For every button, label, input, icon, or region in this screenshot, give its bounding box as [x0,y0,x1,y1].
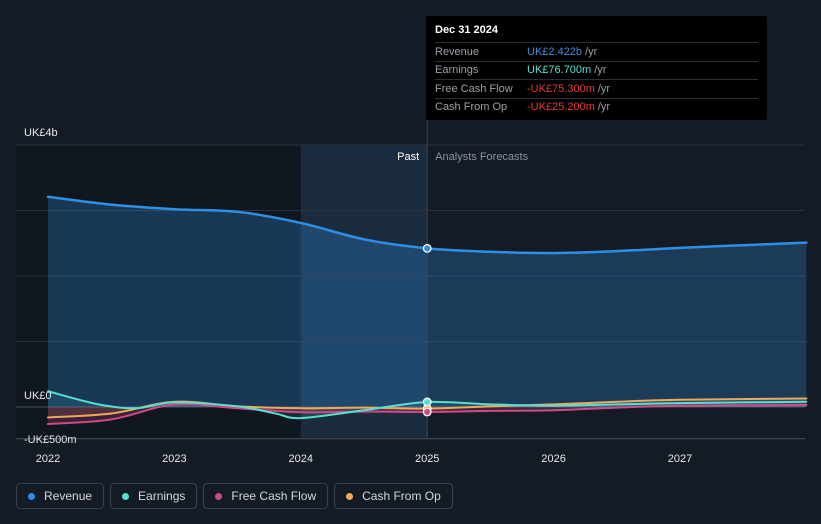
x-axis-labels: 2022 2023 2024 2025 2026 2027 [36,453,692,465]
tooltip-label: Earnings [435,64,479,77]
past-dark-region [16,145,301,438]
hover-markers [422,243,432,417]
tooltip-value: UK£2.422b [527,45,583,58]
legend-label: Revenue [44,489,93,503]
free-cash-flow-dot-icon [215,492,223,500]
tooltip-label: Revenue [435,45,480,58]
tooltip-value: -UK£75.300m [527,82,595,95]
earnings-line [47,390,808,420]
forecast-highlight-band [300,145,428,438]
y-tick-label: UK£4b [24,127,58,139]
legend-item-revenue[interactable]: Revenue [16,483,105,509]
x-tick-label: 2022 [36,453,60,465]
tooltip-unit: /yr [597,101,611,114]
x-tick-label: 2025 [415,453,439,465]
x-tick-label: 2027 [668,453,692,465]
earnings-dot-icon [122,492,130,500]
revenue-marker [422,243,432,253]
free-cash-flow-line [47,402,808,426]
tooltip-unit: /yr [585,45,598,58]
tooltip-row-cash-from-op: Cash From Op -UK£25.200m /yr [435,97,758,117]
x-tick-label: 2024 [289,453,313,465]
x-tick-label: 2023 [162,453,186,465]
tooltip: Dec 31 2024 Revenue UK£2.422b /yr Earnin… [426,16,767,120]
tooltip-unit: /yr [594,64,607,77]
legend-item-earnings[interactable]: Earnings [110,483,198,509]
legend: Revenue Earnings Free Cash Flow Cash Fro… [16,483,453,509]
legend-label: Cash From Op [362,489,441,503]
tooltip-value: UK£76.700m [527,64,592,77]
legend-item-free-cash-flow[interactable]: Free Cash Flow [203,483,329,509]
cash-from-op-dot-icon [346,492,354,500]
tooltip-row-free-cash-flow: Free Cash Flow -UK£75.300m /yr [435,79,758,98]
y-tick-label: -UK£500m [24,434,77,446]
tooltip-value: -UK£25.200m [527,101,595,114]
tooltip-date: Dec 31 2024 [435,24,498,36]
y-tick-label: UK£0 [24,390,52,402]
legend-label: Free Cash Flow [231,489,317,503]
legend-item-cash-from-op[interactable]: Cash From Op [334,483,453,509]
free-cash-flow-marker [422,407,432,417]
tooltip-label: Free Cash Flow [435,82,513,95]
earnings-marker [422,397,432,407]
legend-label: Earnings [138,489,186,503]
y-axis-labels: UK£4b UK£0 -UK£500m [24,127,77,446]
revenue-dot-icon [28,492,35,500]
tooltip-label: Cash From Op [435,101,508,114]
tooltip-row-earnings: Earnings UK£76.700m /yr [435,60,758,80]
analysts-forecasts-label: Analysts Forecasts [435,151,528,163]
past-label: Past [397,151,419,163]
tooltip-row-revenue: Revenue UK£2.422b /yr [435,42,758,61]
tooltip-unit: /yr [597,82,611,95]
x-tick-label: 2026 [541,453,565,465]
